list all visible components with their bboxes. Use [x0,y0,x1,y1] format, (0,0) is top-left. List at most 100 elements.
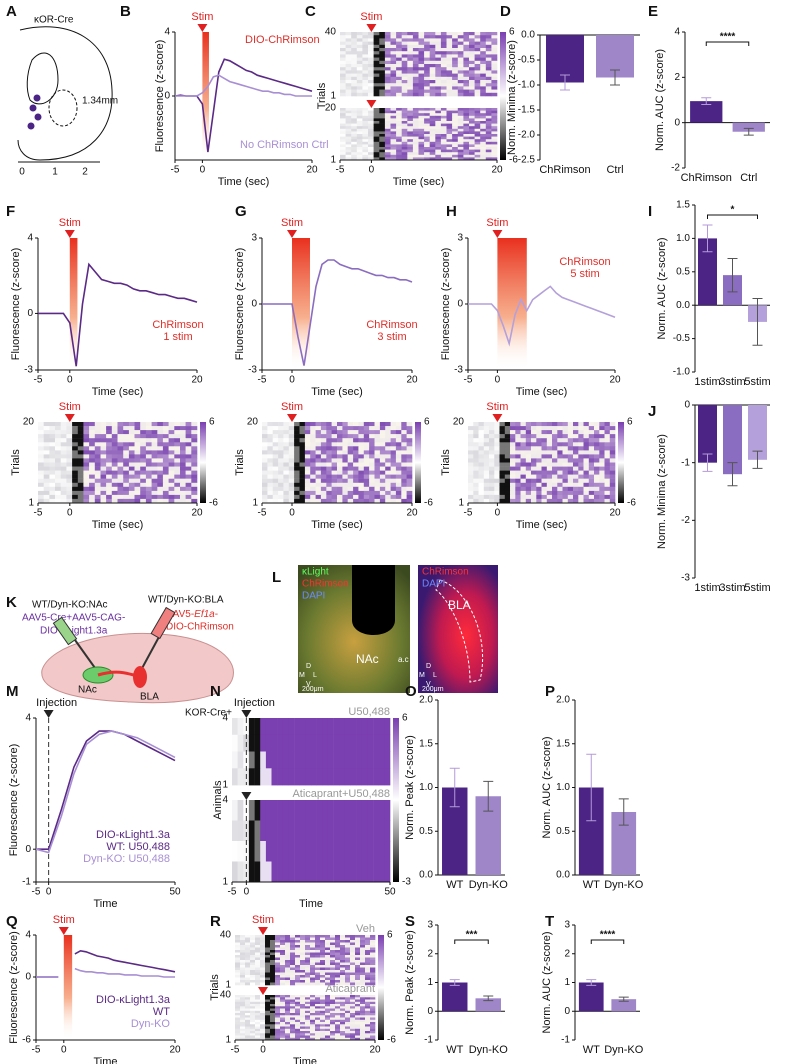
heat-cell [473,426,479,431]
heat-cell [365,1033,371,1036]
heat-cell [573,446,579,451]
heat-cell [327,751,334,769]
heat-cell [396,113,402,117]
distance-label: 1.34mm [82,96,118,107]
fiber-site [34,113,42,121]
heat-cell [310,1026,316,1029]
heat-cell [355,997,361,1000]
heat-cell [275,975,281,978]
heat-cell [485,64,492,68]
heat-cell [100,422,107,427]
heat-cell [385,482,391,488]
heat-cell [295,950,301,953]
heat-cell [480,157,487,161]
heat-cell [123,478,130,483]
annotation: ChRimson [366,319,417,331]
y-tick-label: 1 [564,977,570,988]
heat-cell [483,466,490,471]
heat-cell [499,486,505,492]
heat-cell [407,44,414,49]
heat-cell [83,482,90,488]
heat-cell [260,955,266,958]
heat-cell [412,154,419,158]
heat-cell [315,490,322,496]
heat-cell [315,962,321,966]
heat-cell [491,48,498,52]
heat-cell [379,57,386,62]
heat-cell [385,458,391,463]
y-tick-label: 1.0 [676,233,690,244]
heat-cell [282,718,289,736]
heat-cell [295,1033,301,1036]
heat-cell [536,474,542,479]
heat-cell [379,35,386,39]
heat-cell [145,450,152,455]
heat-cell [360,1006,366,1009]
heat-cell [583,450,589,455]
heat-cell [469,136,475,140]
x-tick-label: -5 [171,165,180,176]
heat-cell [546,470,553,475]
heat-cell [280,942,286,946]
heat-cell [245,1001,251,1005]
heat-cell [370,1013,376,1016]
heat-cell [111,450,118,455]
heat-cell [401,86,408,90]
heat-cell [330,977,336,981]
heat-cell [340,967,346,971]
heat-cell [311,768,317,786]
heat-cell [385,430,391,435]
heat-cell [300,999,306,1002]
heat-cell [345,44,352,49]
heat-cell [128,474,135,479]
heat-cell [265,800,272,821]
x-tick-label: -5 [336,165,345,176]
heat-cell [294,498,300,504]
heat-cell [362,131,369,135]
heat-cell [290,1031,296,1034]
heat-cell [368,92,374,97]
heat-cell [235,1035,241,1038]
heat-cell [407,70,414,74]
heat-cell [552,482,558,488]
heat-cell [151,422,158,427]
heat-cell [325,960,331,963]
y-tick-label: 40 [220,990,232,1001]
heat-cell [270,957,276,961]
x-tick-label: 20 [191,508,203,519]
heat-cell [499,478,505,483]
heat-cell [351,57,358,62]
heat-cell [89,446,96,451]
heat-cell [278,478,284,483]
heat-cell [369,434,375,439]
heat-cell [140,446,147,451]
heat-cell [310,999,316,1002]
heat-cell [94,430,101,435]
heat-cell [396,83,402,87]
heat-cell [401,35,408,39]
heat-cell [117,482,124,488]
heat-cell [474,123,481,127]
heat-cell [285,1019,291,1023]
heat-cell [283,466,290,471]
heat-cell [373,820,379,842]
heat-cell [499,458,505,463]
heat-cell [340,86,346,90]
heat-cell [515,430,521,435]
heat-cell [536,430,542,435]
heat-cell [546,454,553,459]
heat-cell [285,942,291,946]
heat-cell [390,38,397,42]
heat-cell [390,486,397,492]
y-axis-label: Fluorescence (z-score) [234,248,246,360]
heat-cell [151,458,158,463]
heat-cell [457,118,464,122]
heat-cell [151,478,158,483]
heat-cell [452,118,458,122]
y-tick-label: 1 [28,498,34,509]
heat-cell [557,494,563,500]
heat-cell [345,962,351,966]
heat-cell [541,454,547,459]
heat-cell [379,113,386,117]
heat-cell [358,494,365,500]
